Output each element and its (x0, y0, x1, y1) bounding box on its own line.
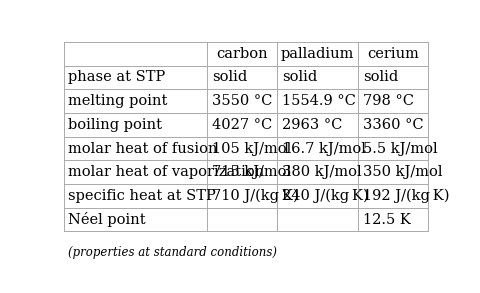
Text: Néel point: Néel point (68, 212, 146, 227)
Text: 192 J/(kg K): 192 J/(kg K) (363, 189, 449, 203)
Text: 1554.9 °C: 1554.9 °C (282, 94, 356, 108)
Text: 2963 °C: 2963 °C (282, 118, 342, 132)
Text: 16.7 kJ/mol: 16.7 kJ/mol (282, 142, 365, 156)
Text: melting point: melting point (68, 94, 168, 108)
Text: 240 J/(kg K): 240 J/(kg K) (282, 189, 368, 203)
Text: carbon: carbon (216, 47, 268, 61)
Text: (properties at standard conditions): (properties at standard conditions) (68, 246, 277, 259)
Text: 5.5 kJ/mol: 5.5 kJ/mol (363, 142, 437, 156)
Text: 12.5 K: 12.5 K (363, 213, 411, 226)
Text: molar heat of fusion: molar heat of fusion (68, 142, 218, 156)
Text: phase at STP: phase at STP (68, 70, 166, 84)
Text: 350 kJ/mol: 350 kJ/mol (363, 165, 443, 179)
Text: solid: solid (212, 70, 247, 84)
Text: solid: solid (363, 70, 398, 84)
Text: 380 kJ/mol: 380 kJ/mol (282, 165, 361, 179)
Text: solid: solid (282, 70, 317, 84)
Text: 798 °C: 798 °C (363, 94, 414, 108)
Text: 3360 °C: 3360 °C (363, 118, 423, 132)
Text: molar heat of vaporization: molar heat of vaporization (68, 165, 264, 179)
Text: 710 J/(kg K): 710 J/(kg K) (212, 189, 299, 203)
Text: 715 kJ/mol: 715 kJ/mol (212, 165, 291, 179)
Text: palladium: palladium (281, 47, 354, 61)
Text: specific heat at STP: specific heat at STP (68, 189, 216, 203)
Text: cerium: cerium (367, 47, 419, 61)
Text: 105 kJ/mol: 105 kJ/mol (212, 142, 291, 156)
Text: 4027 °C: 4027 °C (212, 118, 272, 132)
Text: boiling point: boiling point (68, 118, 162, 132)
Text: 3550 °C: 3550 °C (212, 94, 272, 108)
